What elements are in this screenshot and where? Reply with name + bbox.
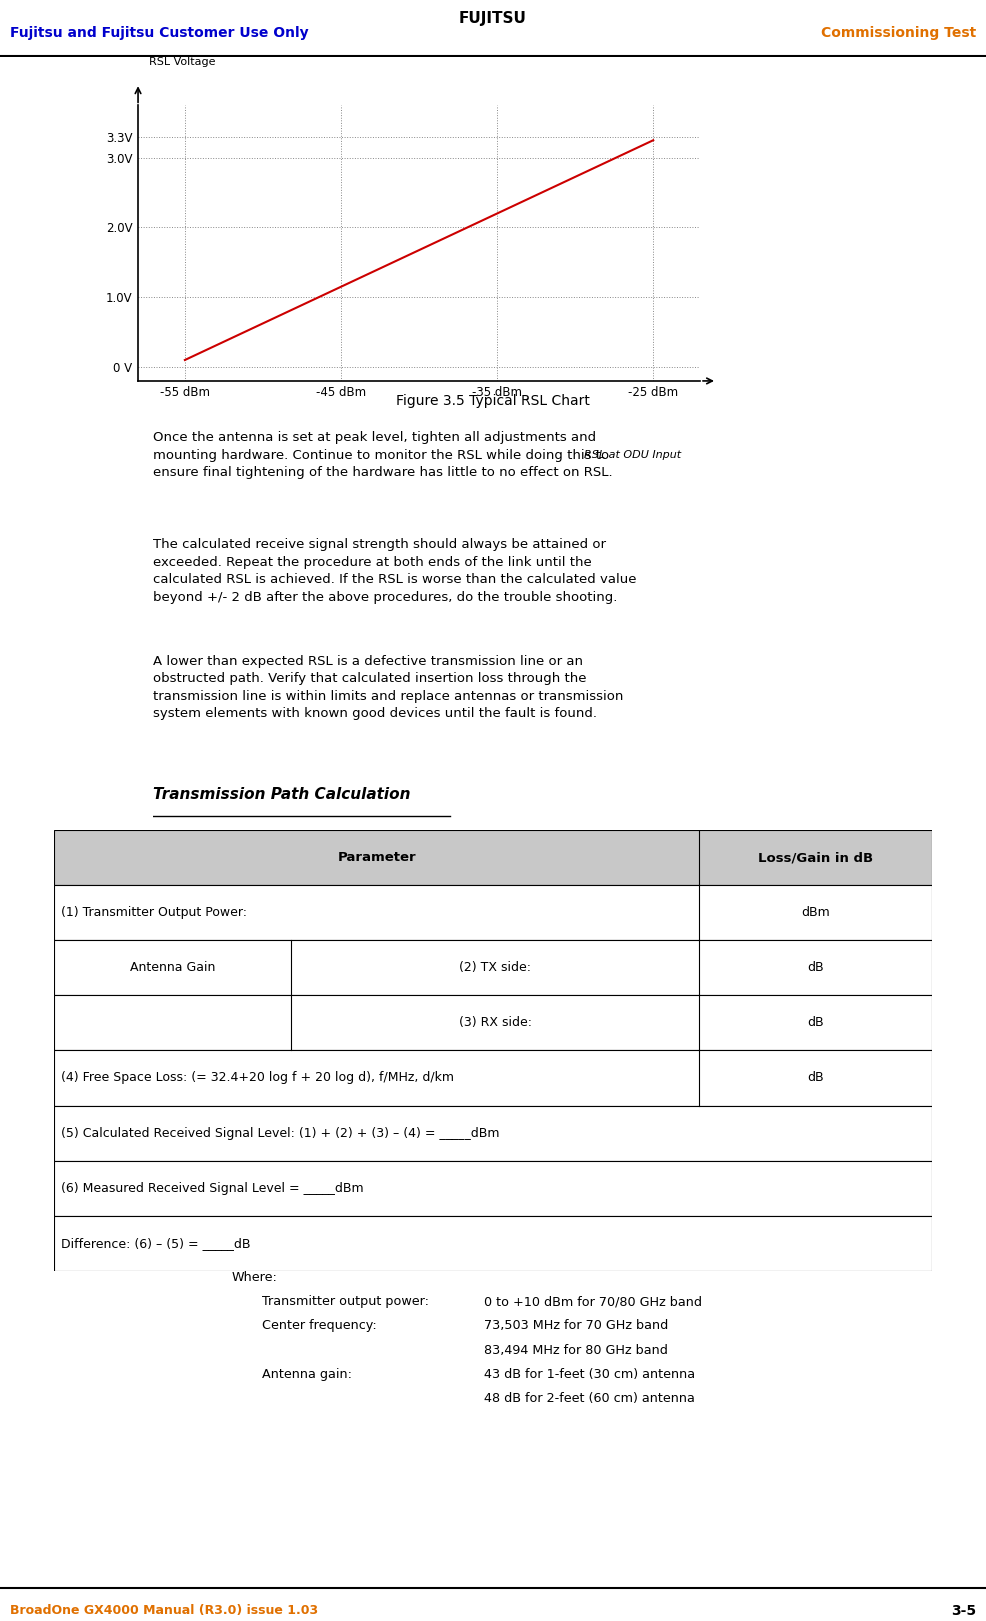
Text: 43 dB for 1-feet (30 cm) antenna: 43 dB for 1-feet (30 cm) antenna <box>484 1368 695 1381</box>
Text: RSL Voltage: RSL Voltage <box>149 57 216 66</box>
Text: 83,494 MHz for 80 GHz band: 83,494 MHz for 80 GHz band <box>484 1344 668 1357</box>
Text: Fujitsu and Fujitsu Customer Use Only: Fujitsu and Fujitsu Customer Use Only <box>10 26 309 39</box>
Bar <box>54 885 932 940</box>
Text: Antenna gain:: Antenna gain: <box>262 1368 352 1381</box>
Text: Center frequency:: Center frequency: <box>262 1319 377 1332</box>
Text: Loss/Gain in dB: Loss/Gain in dB <box>758 851 873 864</box>
Text: 48 dB for 2-feet (60 cm) antenna: 48 dB for 2-feet (60 cm) antenna <box>484 1392 695 1405</box>
Bar <box>54 995 932 1050</box>
Text: (1) Transmitter Output Power:: (1) Transmitter Output Power: <box>61 906 247 919</box>
Text: RSL at ODU Input: RSL at ODU Input <box>584 449 681 460</box>
Text: dBm: dBm <box>801 906 830 919</box>
Text: BroadOne GX4000 Manual (R3.0) issue 1.03: BroadOne GX4000 Manual (R3.0) issue 1.03 <box>10 1605 317 1618</box>
Bar <box>54 940 932 995</box>
Text: dB: dB <box>808 961 824 974</box>
Text: (5) Calculated Received Signal Level: (1) + (2) + (3) – (4) = _____dBm: (5) Calculated Received Signal Level: (1… <box>61 1127 500 1140</box>
Text: (4) Free Space Loss: (= 32.4+20 log f + 20 log d), f/MHz, d/km: (4) Free Space Loss: (= 32.4+20 log f + … <box>61 1071 455 1084</box>
Text: Transmission Path Calculation: Transmission Path Calculation <box>153 786 410 802</box>
Text: A lower than expected RSL is a defective transmission line or an
obstructed path: A lower than expected RSL is a defective… <box>153 655 623 720</box>
Bar <box>54 1106 932 1161</box>
Bar <box>54 830 932 885</box>
Text: Difference: (6) – (5) = _____dB: Difference: (6) – (5) = _____dB <box>61 1237 250 1250</box>
Text: Transmitter output power:: Transmitter output power: <box>262 1295 429 1308</box>
Text: dB: dB <box>808 1071 824 1084</box>
Text: dB: dB <box>808 1016 824 1029</box>
Text: Antenna Gain: Antenna Gain <box>130 961 215 974</box>
Bar <box>54 1050 932 1106</box>
Text: Parameter: Parameter <box>337 851 416 864</box>
Text: Where:: Where: <box>232 1271 278 1284</box>
Bar <box>54 1216 932 1271</box>
Text: Figure 3.5 Typical RSL Chart: Figure 3.5 Typical RSL Chart <box>396 394 590 408</box>
Text: (6) Measured Received Signal Level = _____dBm: (6) Measured Received Signal Level = ___… <box>61 1182 364 1195</box>
Text: (3) RX side:: (3) RX side: <box>458 1016 531 1029</box>
Text: Once the antenna is set at peak level, tighten all adjustments and
mounting hard: Once the antenna is set at peak level, t… <box>153 431 612 480</box>
Text: FUJITSU: FUJITSU <box>459 11 527 26</box>
Text: Commissioning Test: Commissioning Test <box>821 26 976 39</box>
Text: The calculated receive signal strength should always be attained or
exceeded. Re: The calculated receive signal strength s… <box>153 538 636 603</box>
Text: 73,503 MHz for 70 GHz band: 73,503 MHz for 70 GHz band <box>484 1319 669 1332</box>
Text: (2) TX side:: (2) TX side: <box>459 961 531 974</box>
Bar <box>54 1161 932 1216</box>
Text: 3-5: 3-5 <box>951 1603 976 1618</box>
Text: 0 to +10 dBm for 70/80 GHz band: 0 to +10 dBm for 70/80 GHz band <box>484 1295 702 1308</box>
